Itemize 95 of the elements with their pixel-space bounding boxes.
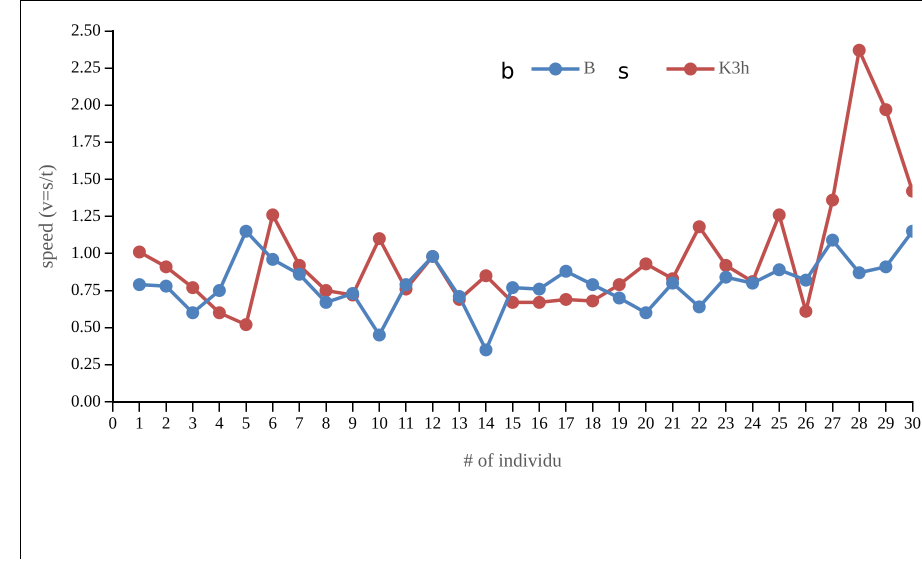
point [372, 232, 386, 246]
x-tick-label: 7 [295, 413, 304, 432]
x-tick-label: 21 [664, 413, 682, 432]
x-tick-label: 30 [904, 413, 921, 432]
point [719, 258, 732, 272]
point [212, 284, 226, 298]
point [399, 278, 412, 292]
point [586, 278, 600, 292]
point [320, 296, 333, 309]
x-tick-label: 5 [242, 413, 250, 432]
point [612, 278, 626, 292]
point [266, 252, 280, 266]
point [692, 300, 706, 314]
x-axis-title: # of individu [464, 450, 562, 472]
x-tick-label: 0 [108, 413, 117, 432]
x-tick-label: 6 [268, 413, 277, 432]
x-tick-label: 25 [770, 413, 788, 432]
point [132, 278, 146, 292]
y-tick-label: 1.50 [71, 168, 101, 188]
x-tick-label: 23 [717, 413, 734, 432]
point [772, 208, 786, 222]
point [639, 306, 652, 320]
x-tick-label: 13 [450, 413, 468, 432]
x-tick-label: 9 [348, 413, 357, 432]
point [559, 264, 572, 278]
point [186, 306, 200, 320]
y-tick-label: 2.50 [71, 20, 101, 40]
legend-label: K3h [718, 58, 750, 78]
point [879, 103, 892, 116]
point [160, 260, 173, 274]
point [479, 269, 492, 282]
y-tick-label: 0.75 [71, 280, 101, 300]
point [799, 304, 812, 318]
point [586, 294, 600, 308]
x-tick-label: 27 [824, 413, 842, 432]
annotation: s [618, 60, 630, 85]
point [532, 296, 546, 309]
point [692, 220, 706, 234]
point [639, 257, 652, 270]
y-tick-label: 0.25 [71, 354, 101, 374]
point [186, 281, 200, 294]
x-tick-label: 2 [162, 413, 170, 432]
point [852, 266, 866, 280]
point [826, 194, 840, 207]
y-tick-label: 0.50 [71, 317, 101, 336]
point [320, 284, 333, 298]
x-tick-label: 12 [424, 413, 442, 432]
x-tick-label: 22 [690, 413, 708, 432]
y-tick-label: 1.75 [71, 132, 101, 151]
annotation: b [500, 60, 514, 85]
x-tick-label: 26 [797, 413, 814, 432]
x-tick-label: 4 [215, 413, 224, 432]
point [612, 291, 626, 304]
point [240, 318, 253, 332]
point [479, 343, 492, 356]
point [212, 306, 226, 320]
x-tick-label: 11 [398, 413, 414, 432]
x-tick-label: 16 [530, 413, 548, 432]
x-tick-label: 14 [477, 413, 495, 432]
x-tick-label: 17 [557, 413, 575, 432]
point [719, 270, 732, 284]
x-tick-label: 8 [322, 413, 330, 432]
y-tick-label: 1.25 [71, 206, 101, 225]
point [852, 44, 866, 57]
point [266, 208, 280, 222]
point [799, 274, 812, 287]
x-tick-label: 24 [744, 413, 762, 432]
point [372, 328, 386, 342]
x-tick-label: 3 [188, 413, 197, 432]
y-tick-label: 2.00 [71, 94, 101, 114]
point [772, 263, 786, 276]
x-tick-label: 15 [504, 413, 522, 432]
point [132, 245, 146, 258]
point [826, 234, 840, 247]
x-tick-label: 1 [135, 413, 144, 432]
x-tick-label: 29 [877, 413, 894, 432]
point [559, 292, 572, 306]
point [452, 290, 466, 303]
x-tick-label: 10 [370, 413, 388, 432]
y-axis-title: speed (v=s/t) [35, 164, 58, 268]
y-tick-label: 1.00 [71, 242, 101, 262]
point [666, 276, 680, 290]
point [532, 282, 546, 296]
x-tick-label: 20 [637, 413, 654, 432]
point [506, 281, 520, 294]
point [292, 268, 306, 281]
point [240, 224, 253, 238]
x-tick-label: 28 [850, 413, 868, 432]
y-tick-label: 2.25 [71, 58, 101, 77]
point [160, 280, 173, 293]
y-tick-label: 0.00 [71, 391, 101, 410]
point [879, 260, 892, 274]
x-tick-label: 18 [584, 413, 602, 432]
legend-label: B [584, 58, 596, 78]
x-tick-label: 19 [610, 413, 628, 432]
